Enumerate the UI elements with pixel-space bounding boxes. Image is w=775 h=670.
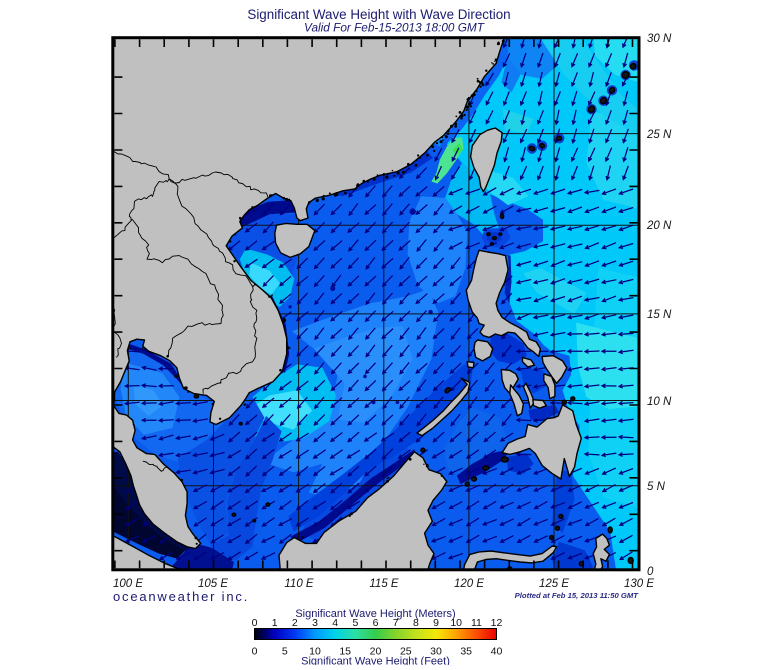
svg-text:1: 1	[272, 617, 278, 629]
svg-text:9: 9	[433, 617, 439, 629]
svg-text:0: 0	[252, 617, 258, 629]
svg-text:5 N: 5 N	[647, 481, 666, 493]
svg-text:Significant Wave Height with W: Significant Wave Height with Wave Direct…	[247, 7, 510, 22]
svg-text:110 E: 110 E	[284, 578, 314, 590]
svg-text:Significant Wave Height (Feet): Significant Wave Height (Feet)	[301, 656, 450, 666]
svg-text:10: 10	[309, 646, 321, 658]
svg-text:2: 2	[292, 617, 298, 629]
svg-text:20: 20	[370, 646, 382, 658]
svg-text:10: 10	[450, 617, 462, 629]
svg-text:11: 11	[471, 617, 482, 629]
svg-text:35: 35	[460, 646, 472, 658]
svg-text:Plotted at Feb 15, 2013 11:50: Plotted at Feb 15, 2013 11:50 GMT	[515, 591, 640, 600]
svg-text:130 E: 130 E	[624, 578, 654, 590]
svg-text:8: 8	[413, 617, 419, 629]
svg-text:105 E: 105 E	[198, 578, 228, 590]
svg-text:0: 0	[252, 646, 258, 658]
svg-text:5: 5	[352, 617, 358, 629]
svg-text:7: 7	[393, 617, 399, 629]
svg-text:0: 0	[647, 566, 654, 578]
svg-text:3: 3	[312, 617, 318, 629]
svg-text:5: 5	[282, 646, 288, 658]
svg-text:125 E: 125 E	[539, 578, 569, 590]
svg-text:30 N: 30 N	[647, 33, 672, 45]
svg-text:15: 15	[339, 646, 351, 658]
svg-text:40: 40	[491, 646, 503, 658]
svg-text:100 E: 100 E	[113, 578, 143, 590]
svg-text:25: 25	[400, 646, 412, 658]
svg-text:25 N: 25 N	[646, 129, 672, 141]
svg-text:30: 30	[430, 646, 442, 658]
svg-text:115 E: 115 E	[369, 578, 399, 590]
svg-text:Valid For Feb-15-2013 18:00 GM: Valid For Feb-15-2013 18:00 GMT	[304, 21, 485, 35]
svg-text:4: 4	[332, 617, 338, 629]
svg-text:Significant Wave Height (Meter: Significant Wave Height (Meters)	[295, 608, 455, 620]
svg-text:10 N: 10 N	[647, 396, 672, 408]
svg-text:15 N: 15 N	[647, 309, 672, 321]
svg-text:120 E: 120 E	[454, 578, 484, 590]
svg-text:oceanweather inc.: oceanweather inc.	[113, 589, 249, 604]
svg-text:20 N: 20 N	[646, 220, 672, 232]
svg-text:12: 12	[491, 617, 503, 629]
svg-text:6: 6	[373, 617, 379, 629]
